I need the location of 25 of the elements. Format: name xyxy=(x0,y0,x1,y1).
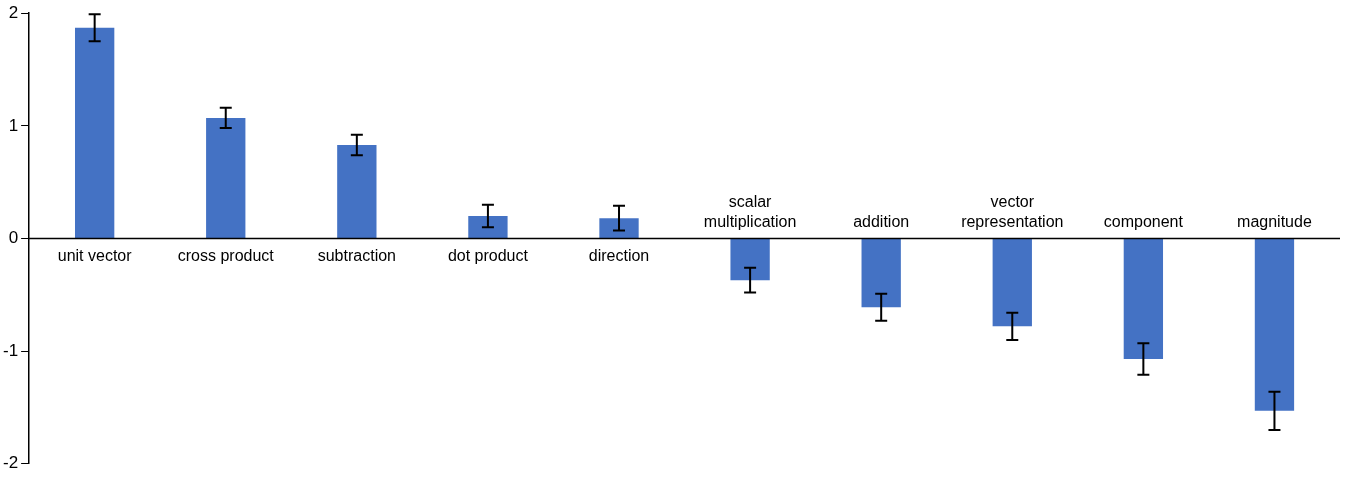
bar xyxy=(75,27,115,238)
x-tick-label: addition xyxy=(853,212,910,230)
bar xyxy=(468,215,508,238)
x-tick-label: scalar multiplication xyxy=(703,192,797,230)
bar xyxy=(992,239,1032,327)
y-tick-label: 2 xyxy=(8,2,19,22)
x-tick-label: direction xyxy=(588,246,650,264)
x-tick-label: cross product xyxy=(177,246,275,264)
bar xyxy=(599,218,639,238)
bar xyxy=(1254,239,1295,411)
y-tick-label: -1 xyxy=(2,340,19,360)
x-tick-label: vector representation xyxy=(961,192,1064,230)
bar xyxy=(206,117,246,238)
y-tick-label: 0 xyxy=(8,228,19,248)
y-tick-label: -2 xyxy=(2,453,19,473)
bar xyxy=(730,239,770,281)
x-tick-label: unit vector xyxy=(57,246,133,264)
x-tick-label: magnitude xyxy=(1237,212,1312,230)
x-tick-label: component xyxy=(1103,212,1184,230)
x-tick-label: dot product xyxy=(447,246,529,264)
bar xyxy=(861,239,901,308)
bar xyxy=(1123,239,1164,360)
y-tick-label: 1 xyxy=(8,115,19,135)
bar xyxy=(337,145,377,238)
x-tick-label: subtraction xyxy=(317,246,396,264)
